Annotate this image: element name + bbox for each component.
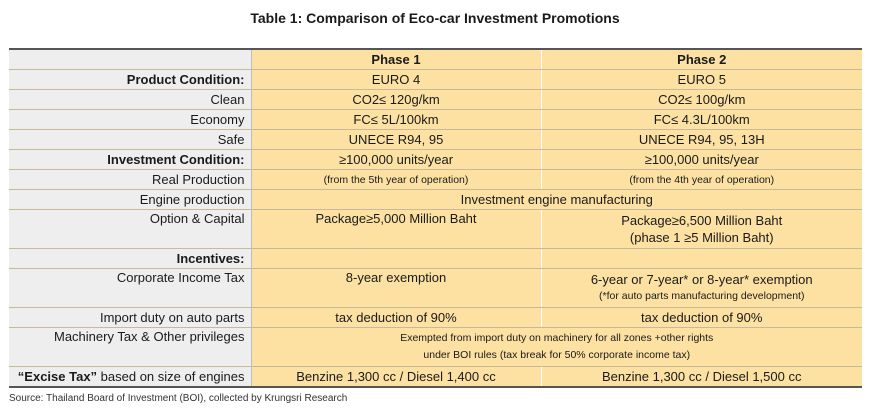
merged-cell: Exempted from import duty on machinery f… [251, 327, 862, 367]
header-row: Phase 1 Phase 2 [9, 48, 862, 70]
phase1-header: Phase 1 [251, 48, 542, 70]
phase2-line: (*for auto parts manufacturing developme… [599, 290, 805, 302]
phase1-cell: 8-year exemption [251, 268, 542, 308]
table-title: Table 1: Comparison of Eco-car Investmen… [250, 10, 620, 26]
phase2-cell: FC≤ 4.3L/100km [541, 109, 862, 130]
row-label: Real Production [9, 169, 252, 190]
phase1-cell: Package≥5,000 Million Baht [251, 209, 542, 249]
source-note: Source: Thailand Board of Investment (BO… [9, 393, 348, 404]
phase2-line: Package≥6,500 Million Baht [621, 213, 783, 228]
comparison-table: Phase 1 Phase 2 Product Condition: EURO … [9, 48, 862, 388]
phase1-cell: EURO 4 [251, 69, 542, 90]
phase2-cell [541, 248, 862, 269]
merged-cell: Investment engine manufacturing [251, 189, 862, 210]
table-row: Incentives: [9, 248, 862, 269]
phase2-cell: Package≥6,500 Million Baht (phase 1 ≥5 M… [541, 209, 862, 249]
row-label: Product Condition: [9, 69, 252, 90]
table-row: Machinery Tax & Other privileges Exempte… [9, 327, 862, 367]
row-label: Corporate Income Tax [9, 268, 252, 308]
phase2-cell: ≥100,000 units/year [541, 149, 862, 170]
excise-tax-label-rest: based on size of engines [97, 368, 245, 384]
table-row: Corporate Income Tax 8-year exemption 6-… [9, 268, 862, 308]
merged-line: Exempted from import duty on machinery f… [400, 332, 714, 344]
phase1-cell: (from the 5th year of operation) [251, 169, 542, 190]
row-label: Safe [9, 129, 252, 150]
table-row: Product Condition: EURO 4 EURO 5 [9, 69, 862, 90]
phase1-cell: Benzine 1,300 cc / Diesel 1,400 cc [251, 366, 542, 388]
table-row: “Excise Tax” based on size of engines Be… [9, 366, 862, 388]
table-row: Safe UNECE R94, 95 UNECE R94, 95, 13H [9, 129, 862, 150]
phase2-cell: UNECE R94, 95, 13H [541, 129, 862, 150]
phase1-cell [251, 248, 542, 269]
row-label: Engine production [9, 189, 252, 210]
phase2-header: Phase 2 [541, 48, 862, 70]
table-row: Option & Capital Package≥5,000 Million B… [9, 209, 862, 249]
table-row: Import duty on auto parts tax deduction … [9, 307, 862, 328]
phase1-cell: tax deduction of 90% [251, 307, 542, 328]
phase2-cell: EURO 5 [541, 69, 862, 90]
table-row: Clean CO2≤ 120g/km CO2≤ 100g/km [9, 89, 862, 110]
row-label: Clean [9, 89, 252, 110]
row-label: Import duty on auto parts [9, 307, 252, 328]
row-label: Incentives: [9, 248, 252, 269]
row-label: Option & Capital [9, 209, 252, 249]
table-row: Engine production Investment engine manu… [9, 189, 862, 210]
phase2-cell: tax deduction of 90% [541, 307, 862, 328]
row-label: “Excise Tax” based on size of engines [9, 366, 252, 388]
table-row: Real Production (from the 5th year of op… [9, 169, 862, 190]
table-row: Investment Condition: ≥100,000 units/yea… [9, 149, 862, 170]
phase2-line: (phase 1 ≥5 Million Baht) [629, 230, 774, 245]
excise-tax-label: “Excise Tax” [17, 368, 98, 384]
phase1-cell: UNECE R94, 95 [251, 129, 542, 150]
phase2-cell: Benzine 1,300 cc / Diesel 1,500 cc [541, 366, 862, 388]
phase1-cell: FC≤ 5L/100km [251, 109, 542, 130]
phase2-cell: (from the 4th year of operation) [541, 169, 862, 190]
phase2-line: 6-year or 7-year* or 8-year* exemption [590, 272, 813, 287]
phase1-cell: CO2≤ 120g/km [251, 89, 542, 110]
phase2-cell: 6-year or 7-year* or 8-year* exemption (… [541, 268, 862, 308]
row-label: Investment Condition: [9, 149, 252, 170]
header-empty-cell [9, 48, 252, 70]
merged-line: under BOI rules (tax break for 50% corpo… [423, 349, 691, 361]
row-label: Economy [9, 109, 252, 130]
table-row: Economy FC≤ 5L/100km FC≤ 4.3L/100km [9, 109, 862, 130]
phase2-cell: CO2≤ 100g/km [541, 89, 862, 110]
phase1-cell: ≥100,000 units/year [251, 149, 542, 170]
row-label: Machinery Tax & Other privileges [9, 327, 252, 367]
